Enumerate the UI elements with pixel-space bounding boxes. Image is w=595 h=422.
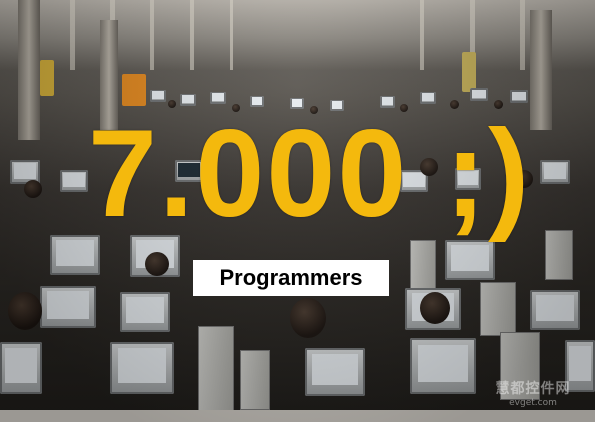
- watermark-url: evget.com: [509, 398, 557, 408]
- computer-rows: [0, 140, 595, 290]
- banner: [40, 60, 54, 96]
- pillar: [530, 10, 552, 130]
- watermark-chinese-text: 慧都控件网: [495, 381, 571, 397]
- banner: [122, 74, 146, 106]
- watermark: 慧都控件网 evget.com: [485, 378, 581, 416]
- caption-text: Programmers: [219, 265, 363, 290]
- hall-ceiling: [0, 0, 595, 70]
- computer-rows: [0, 70, 595, 150]
- caption-label: Programmers: [193, 260, 389, 296]
- banner: [462, 52, 476, 92]
- pillar: [18, 0, 40, 140]
- computer-rows: [0, 270, 595, 422]
- headline-text: 7.000 ;): [88, 105, 532, 243]
- pillar: [100, 20, 118, 130]
